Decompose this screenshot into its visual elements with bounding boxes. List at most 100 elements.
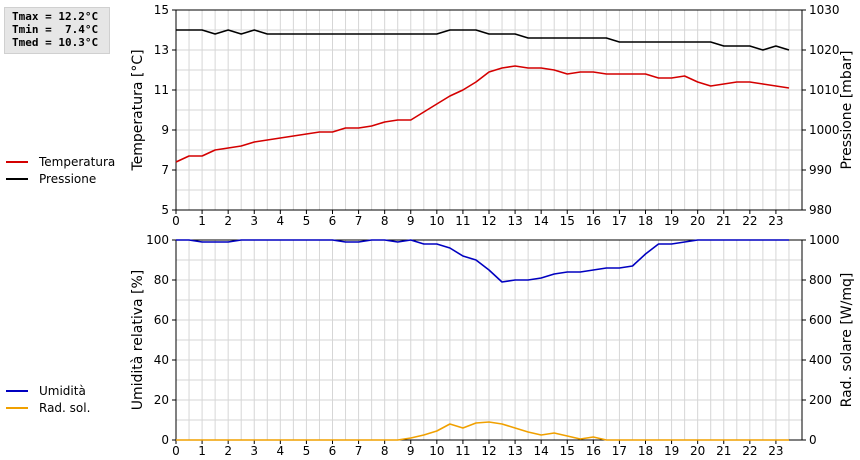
legend-label-rad-sol: Rad. sol.: [39, 400, 91, 415]
x-tick-label: 2: [224, 214, 232, 228]
y-tick-label: 60: [154, 313, 169, 327]
x-tick-label: 1: [198, 444, 206, 458]
x-tick-label: 23: [768, 214, 783, 228]
x-tick-label: 22: [742, 214, 757, 228]
y-tick-label: 80: [154, 273, 169, 287]
y-tick-label: 20: [154, 393, 169, 407]
x-tick-label: 4: [277, 444, 285, 458]
x-tick-label: 17: [612, 444, 627, 458]
x-tick-label: 6: [329, 444, 337, 458]
x-tick-label: 16: [586, 214, 601, 228]
x-tick-label: 14: [534, 444, 549, 458]
x-tick-label: 4: [277, 214, 285, 228]
y-tick-label: 40: [154, 353, 169, 367]
x-tick-label: 8: [381, 444, 389, 458]
y2-tick-label: 1000: [809, 123, 840, 137]
y2-tick-label: 800: [809, 273, 832, 287]
legend-item-umidita: Umidità: [6, 382, 90, 399]
series-line-temperatura: [175, 65, 790, 163]
x-tick-label: 0: [172, 444, 180, 458]
x-tick-label: 12: [481, 444, 496, 458]
x-tick-label: 23: [768, 444, 783, 458]
x-tick-label: 2: [224, 444, 232, 458]
legend-item-rad-sol: Rad. sol.: [6, 399, 90, 416]
y2-tick-label: 990: [809, 163, 832, 177]
legend-swatch-rad-sol: [6, 406, 28, 409]
x-tick-label: 3: [250, 444, 258, 458]
y2-tick-label: 200: [809, 393, 832, 407]
x-tick-label: 5: [303, 444, 311, 458]
chart-panel-1: 0 1 2 3 4 5 6 7 8 9 10 11 12 13 14 15 16 17 18 19 20 21 22 2357…: [130, 3, 855, 228]
y2-tick-label: 980: [809, 203, 832, 217]
x-tick-label: 11: [455, 444, 470, 458]
stat-tmax: Tmax = 12.2°C: [12, 10, 99, 23]
x-tick-label: 11: [455, 214, 470, 228]
y-tick-label: 9: [161, 123, 169, 137]
y2-tick-label: 1010: [809, 83, 840, 97]
x-tick-label: 14: [534, 214, 549, 228]
x-tick-label: 19: [664, 214, 679, 228]
x-tick-label: 20: [690, 214, 705, 228]
stat-tmed: Tmed = 10.3°C: [12, 36, 99, 49]
x-tick-label: 6: [329, 214, 337, 228]
chart-panel-2: 0 1 2 3 4 5 6 7 8 9 10 11 12 13 14 15 16 17 18 19 20 21 22 2302…: [130, 233, 855, 458]
y-axis-label: Temperatura [°C]: [130, 49, 146, 171]
y-tick-label: 15: [154, 3, 169, 17]
legend-label-temperatura: Temperatura: [39, 154, 116, 169]
y-tick-label: 5: [161, 203, 169, 217]
x-tick-label: 9: [407, 444, 415, 458]
x-tick-label: 15: [560, 444, 575, 458]
series-line-rad-sol: [176, 421, 789, 441]
y-tick-label: 7: [161, 163, 169, 177]
legend-item-pressione: Pressione: [6, 170, 115, 187]
legend-label-pressione: Pressione: [39, 171, 97, 186]
stats-box: Tmax = 12.2°C Tmin = 7.4°C Tmed = 10.3°C: [4, 7, 110, 54]
legend-item-temperatura: Temperatura: [6, 153, 115, 170]
x-tick-label: 18: [638, 214, 653, 228]
x-tick-label: 3: [250, 214, 258, 228]
y-tick-label: 100: [146, 233, 169, 247]
x-tick-label: 19: [664, 444, 679, 458]
y2-tick-label: 600: [809, 313, 832, 327]
y2-tick-label: 1000: [809, 233, 840, 247]
legend-swatch-umidita: [6, 389, 28, 392]
x-tick-label: 5: [303, 214, 311, 228]
x-tick-label: 13: [507, 444, 522, 458]
legend-top: Temperatura Pressione: [6, 153, 115, 187]
y-tick-label: 0: [161, 433, 169, 447]
x-tick-label: 8: [381, 214, 389, 228]
y-tick-label: 11: [154, 83, 169, 97]
x-tick-label: 15: [560, 214, 575, 228]
x-tick-label: 1: [198, 214, 206, 228]
legend-label-umidita: Umidità: [39, 383, 86, 398]
y2-tick-label: 400: [809, 353, 832, 367]
x-tick-label: 21: [716, 444, 731, 458]
x-tick-label: 9: [407, 214, 415, 228]
y-tick-label: 13: [154, 43, 169, 57]
x-tick-label: 0: [172, 214, 180, 228]
x-tick-label: 17: [612, 214, 627, 228]
series-line-umidit: [176, 239, 789, 283]
stat-tmin: Tmin = 7.4°C: [12, 23, 99, 36]
x-tick-label: 20: [690, 444, 705, 458]
legend-bottom: Umidità Rad. sol.: [6, 382, 90, 416]
x-tick-label: 10: [429, 214, 444, 228]
y2-tick-label: 0: [809, 433, 817, 447]
series-line-pressione: [176, 29, 790, 51]
x-tick-label: 12: [481, 214, 496, 228]
y2-axis-label: Rad. solare [W/mq]: [839, 273, 855, 408]
x-tick-label: 13: [507, 214, 522, 228]
y-axis-label: Umidità relativa [%]: [130, 270, 146, 411]
x-tick-label: 16: [586, 444, 601, 458]
legend-swatch-temperatura: [6, 160, 28, 163]
x-tick-label: 18: [638, 444, 653, 458]
x-tick-label: 10: [429, 444, 444, 458]
x-tick-label: 7: [355, 214, 363, 228]
y2-tick-label: 1020: [809, 43, 840, 57]
legend-swatch-pressione: [6, 177, 28, 180]
x-tick-label: 7: [355, 444, 363, 458]
x-tick-label: 22: [742, 444, 757, 458]
y2-tick-label: 1030: [809, 3, 840, 17]
x-tick-label: 21: [716, 214, 731, 228]
